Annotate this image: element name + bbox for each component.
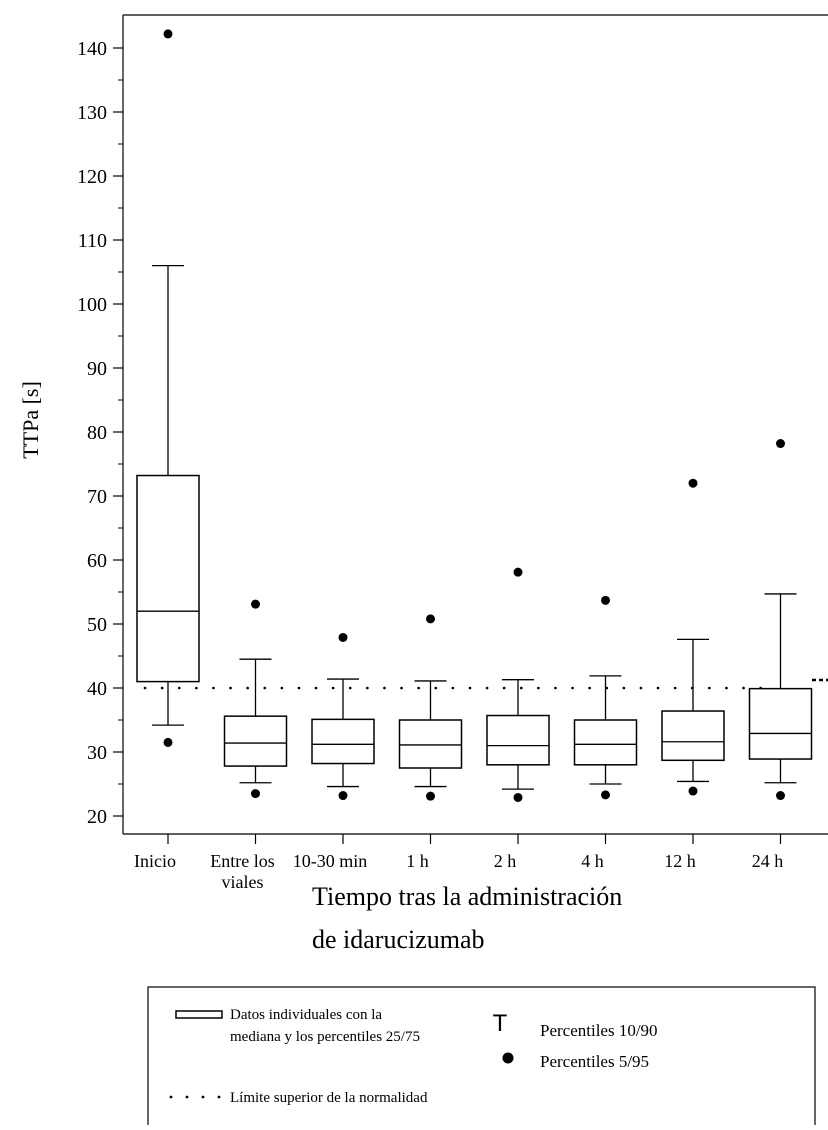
legend-whisker-symbol: T [493, 1010, 508, 1037]
y-tick-label: 100 [77, 294, 107, 316]
x-tick-label: 2 h [494, 851, 517, 871]
percentile-5-dot [513, 792, 523, 802]
x-tick-label: 10-30 min [293, 851, 368, 871]
box-group [398, 614, 463, 801]
percentile-95-dot [426, 614, 435, 624]
percentile-5-dot [601, 790, 610, 800]
y-tick-label: 80 [87, 422, 107, 444]
percentile-95-dot [776, 439, 785, 449]
y-tick-label: 50 [87, 614, 107, 636]
y-tick-label: 20 [87, 806, 107, 828]
y-tick-label: 140 [77, 38, 107, 60]
legend-frame [147, 986, 816, 1130]
y-tick-label: 70 [87, 486, 107, 508]
box-group [573, 595, 638, 800]
legend-box-text-2: mediana y los percentiles 25/75 [230, 1029, 420, 1045]
x-tick-label: 24 h [752, 851, 784, 871]
percentile-5-dot [776, 791, 785, 801]
y-axis-label: TTPa [s] [18, 381, 43, 459]
percentile-95-dot [163, 29, 173, 39]
box-group [136, 29, 200, 747]
x-tick-label: 4 h [581, 851, 604, 871]
y-tick-label: 40 [87, 678, 107, 700]
box-group [661, 478, 725, 796]
legend-limit-dot [217, 1095, 221, 1099]
percentile-5-dot [688, 786, 698, 796]
legend-limit-text: Límite superior de la normalidad [230, 1090, 428, 1106]
box-group [486, 567, 550, 802]
x-tick-label: 12 h [664, 851, 696, 871]
percentile-5-dot [163, 737, 173, 747]
legend-limit-dot [201, 1095, 205, 1099]
percentile-95-dot [338, 632, 348, 642]
percentile-95-dot [513, 567, 523, 577]
y-tick-label: 60 [87, 550, 107, 572]
y-tick-label: 110 [78, 230, 107, 252]
box-iqr [573, 719, 638, 766]
x-tick-label: 1 h [406, 851, 429, 871]
box-iqr [223, 715, 288, 767]
y-tick-label: 90 [87, 358, 107, 380]
legend-limit-swatch [169, 1095, 221, 1099]
x-axis-label-line-2: de idarucizumab [312, 925, 485, 954]
legend-dot-symbol [502, 1052, 514, 1064]
box-iqr [398, 719, 463, 769]
x-tick-label: Entre los [210, 851, 275, 871]
legend-limit-dot [185, 1095, 189, 1099]
percentile-5-dot [426, 791, 435, 801]
x-tick-label: viales [222, 872, 264, 892]
box-iqr [661, 710, 725, 762]
box-group [311, 632, 375, 801]
legend-limit-dot [169, 1095, 173, 1099]
box-group [748, 439, 813, 801]
y-tick-label: 120 [77, 166, 107, 188]
legend-box-text-1: Datos individuales con la [230, 1007, 382, 1023]
box-iqr [311, 718, 375, 765]
x-axis-label-line-1: Tiempo tras la administración [312, 882, 622, 911]
y-tick-label: 130 [77, 102, 107, 124]
y-tick-label: 30 [87, 742, 107, 764]
box-group [223, 599, 288, 799]
plot-area [123, 14, 828, 802]
percentile-5-dot [251, 789, 260, 799]
legend-dot-text: Percentiles 5/95 [540, 1052, 649, 1071]
legend-box-swatch [175, 1010, 223, 1019]
box-iqr [748, 687, 813, 760]
box-iqr [136, 474, 200, 683]
y-axis: 20 30 40 50 60 70 80 90 100 110 120 130 140 [77, 15, 124, 834]
percentile-5-dot [338, 791, 348, 801]
legend-whisker-text: Percentiles 10/90 [540, 1021, 658, 1040]
percentile-95-dot [688, 478, 698, 488]
box-iqr [486, 714, 550, 766]
percentile-95-dot [251, 599, 260, 609]
legend: Datos individuales con la mediana y los … [147, 986, 816, 1130]
percentile-95-dot [601, 595, 610, 605]
x-tick-label: Inicio [134, 851, 176, 871]
